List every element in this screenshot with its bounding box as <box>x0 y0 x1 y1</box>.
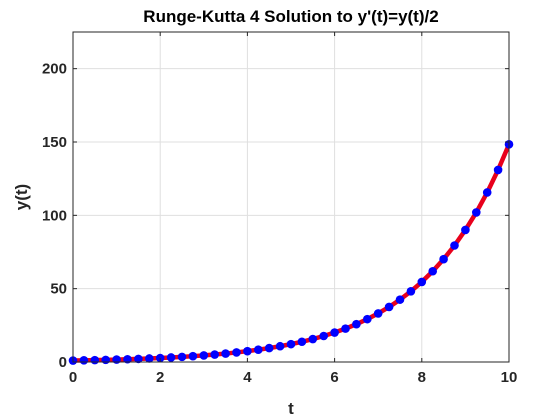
data-point <box>482 188 492 197</box>
data-point <box>395 295 405 304</box>
y-axis-label: y(t) <box>12 184 31 210</box>
data-point <box>363 314 372 324</box>
data-point <box>373 309 383 318</box>
data-point <box>166 353 176 362</box>
data-point <box>461 225 470 235</box>
data-point <box>384 302 394 312</box>
data-point <box>188 351 198 361</box>
x-tick-label: 8 <box>418 369 426 386</box>
data-point <box>341 324 350 333</box>
x-tick-label: 6 <box>330 369 338 386</box>
data-point <box>123 354 132 364</box>
data-point <box>145 354 154 363</box>
data-point <box>232 348 241 357</box>
data-point <box>450 241 459 250</box>
data-point <box>210 350 219 359</box>
grid <box>72 32 510 363</box>
data-point <box>199 351 209 360</box>
y-tick-label: 100 <box>42 207 67 224</box>
data-point <box>428 266 438 276</box>
axes-box <box>72 31 510 363</box>
data-point <box>493 165 503 175</box>
data-point <box>439 254 448 264</box>
data-point <box>253 345 263 355</box>
data-point <box>308 334 318 344</box>
data-point <box>79 356 89 365</box>
data-point <box>275 341 285 351</box>
x-tick-label: 2 <box>156 369 164 386</box>
y-tick-label: 150 <box>42 134 67 151</box>
data-point <box>319 331 329 341</box>
y-tick-label: 50 <box>50 281 67 298</box>
x-tick-label: 10 <box>501 369 518 386</box>
data-point <box>134 354 143 364</box>
plot-area <box>73 32 509 362</box>
x-tick-label: 4 <box>243 369 252 386</box>
chart-title: Runge-Kutta 4 Solution to y'(t)=y(t)/2 <box>143 7 438 26</box>
x-axis-label: t <box>288 399 294 418</box>
data-point <box>101 355 110 365</box>
data-point <box>297 337 307 347</box>
data-point <box>243 346 252 356</box>
data-point <box>286 339 296 349</box>
data-point <box>352 319 361 329</box>
data-point <box>112 355 121 364</box>
data-point <box>330 328 339 337</box>
y-tick-label: 0 <box>59 354 67 371</box>
data-point <box>221 349 230 358</box>
data-point <box>417 277 427 287</box>
data-point <box>472 208 481 217</box>
data-point <box>90 355 100 365</box>
x-tick-label: 0 <box>69 369 77 386</box>
data-point <box>406 287 416 296</box>
data-point <box>264 343 274 353</box>
data-point <box>177 352 187 362</box>
y-tick-label: 200 <box>42 61 67 78</box>
